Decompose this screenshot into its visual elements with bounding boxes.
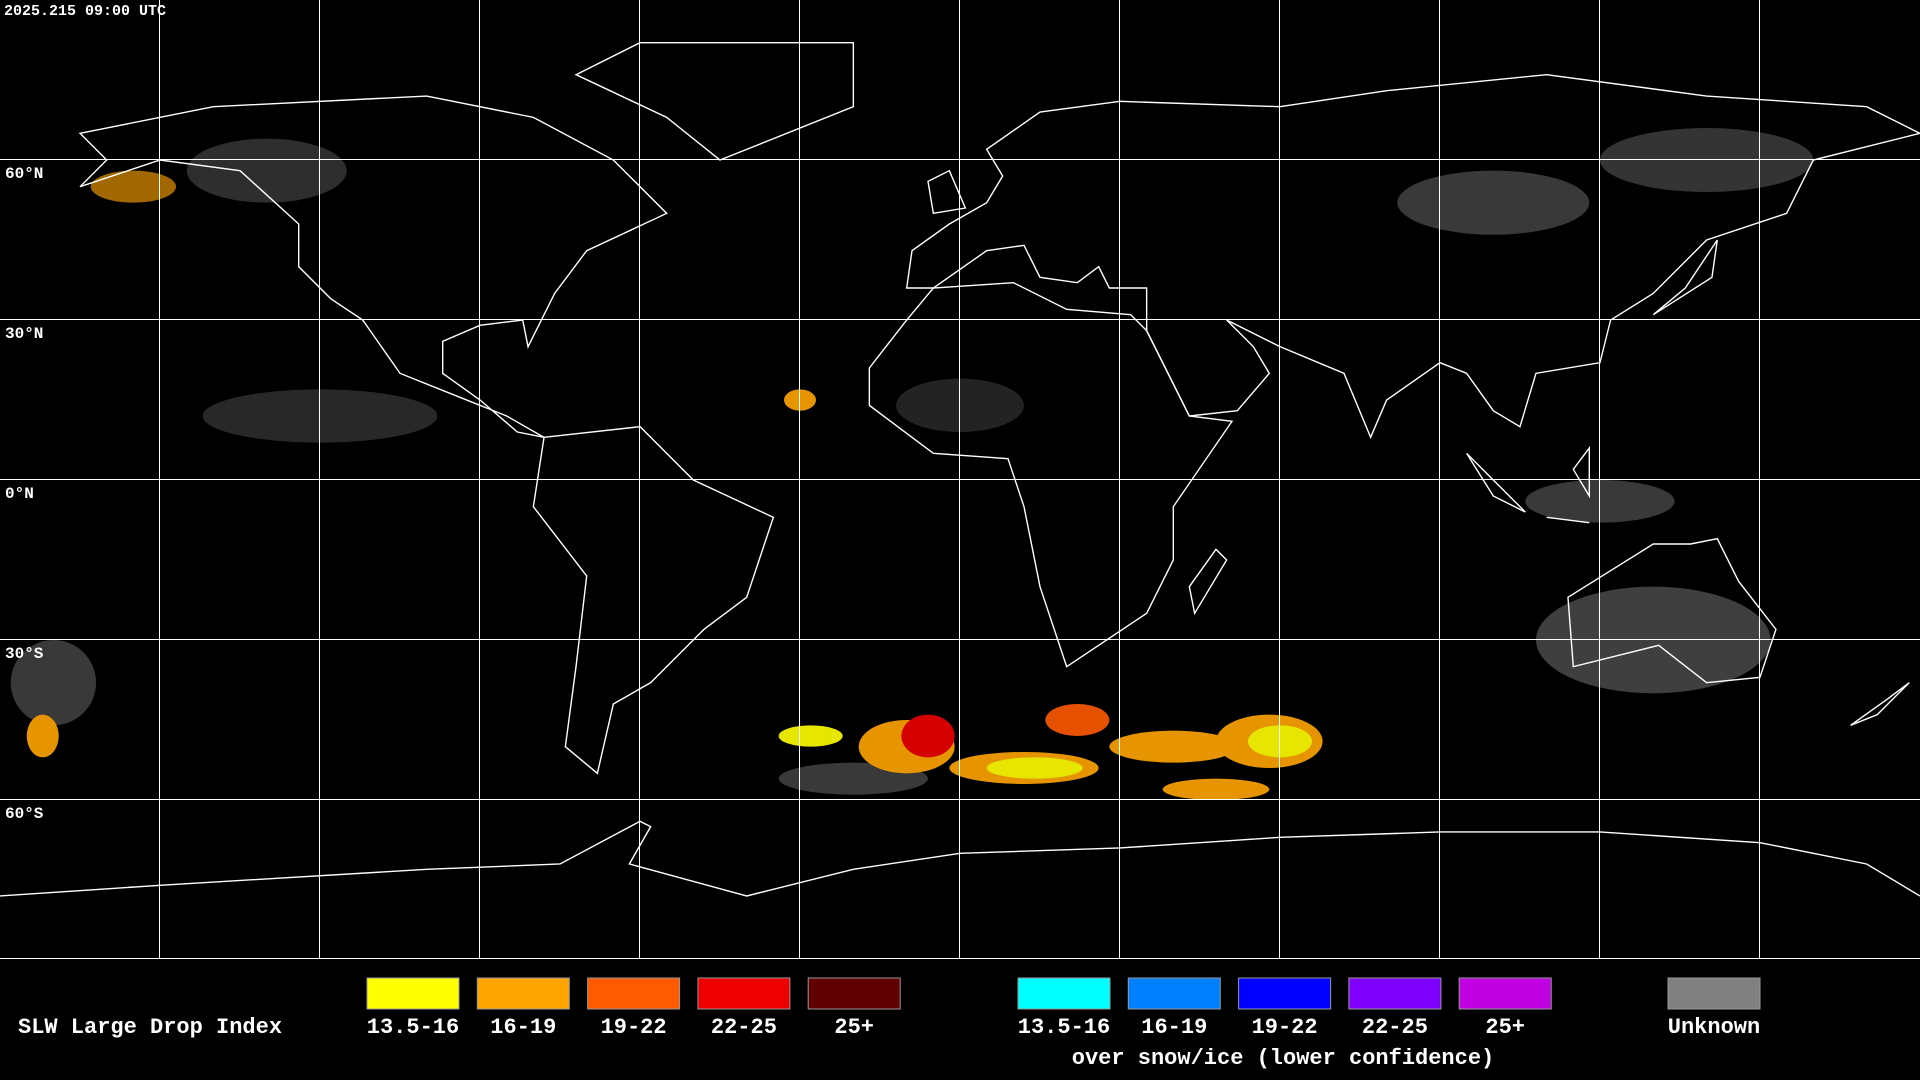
legend-swatch [1017, 977, 1111, 1010]
legend-swatch [1238, 977, 1332, 1010]
legend-label: 25+ [1485, 1015, 1525, 1040]
latitude-label: 30°S [5, 645, 44, 663]
legend-swatch [366, 977, 460, 1010]
legend-label: 13.5-16 [1018, 1015, 1110, 1040]
latitude-label: 60°S [5, 805, 44, 823]
legend-title: SLW Large Drop Index [18, 1015, 282, 1040]
legend-swatch [1667, 977, 1761, 1010]
legend-label: 19-22 [601, 1015, 667, 1040]
legend-label: 16-19 [1141, 1015, 1207, 1040]
legend-swatch [1348, 977, 1442, 1010]
snow-ice-note: over snow/ice (lower confidence) [1072, 1046, 1494, 1071]
legend-swatch [807, 977, 901, 1010]
latitude-labels: 60°N 30°N 0°N 30°S 60°S [5, 165, 44, 823]
legend-label: 16-19 [490, 1015, 556, 1040]
legend-swatch [1458, 977, 1552, 1010]
legend-label: 25+ [834, 1015, 874, 1040]
graticule [0, 0, 1920, 959]
latitude-label: 60°N [5, 165, 43, 183]
latitude-label: 30°N [5, 325, 43, 343]
legend-label: 22-25 [1362, 1015, 1428, 1040]
cloud-patches [10, 128, 1814, 800]
legend-swatch [697, 977, 791, 1010]
legend-swatch [476, 977, 570, 1010]
legend-label: 22-25 [711, 1015, 777, 1040]
legend-label: 13.5-16 [367, 1015, 459, 1040]
legend-label: 19-22 [1252, 1015, 1318, 1040]
coastlines [0, 43, 1920, 896]
legend-swatch [587, 977, 681, 1010]
timestamp: 2025.215 09:00 UTC [4, 3, 166, 20]
latitude-label: 0°N [5, 485, 34, 503]
legend-label: Unknown [1668, 1015, 1760, 1040]
legend-swatch [1127, 977, 1221, 1010]
legend: SLW Large Drop Index over snow/ice (lowe… [18, 977, 1761, 1071]
map [0, 43, 1920, 896]
